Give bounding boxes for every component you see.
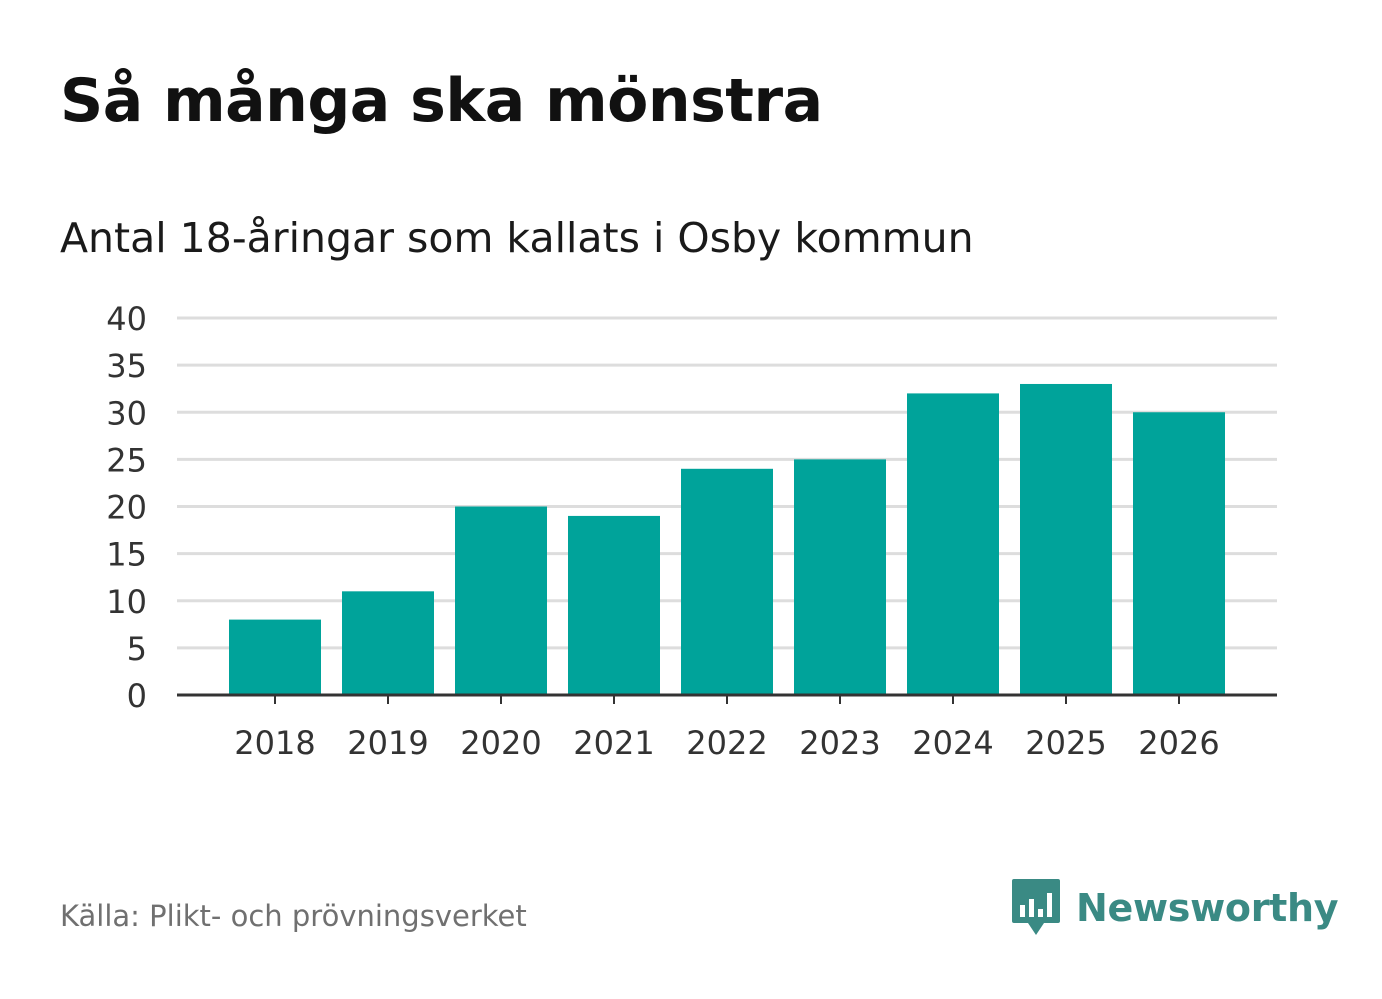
brand-logo: Newsworthy bbox=[1010, 876, 1339, 940]
x-tick-label: 2018 bbox=[234, 724, 315, 762]
x-tick-label: 2026 bbox=[1138, 724, 1219, 762]
x-tick-label: 2020 bbox=[460, 724, 541, 762]
bars bbox=[229, 383, 1225, 695]
x-tick-label: 2025 bbox=[1025, 724, 1106, 762]
y-tick-label: 5 bbox=[127, 630, 147, 668]
bar bbox=[1133, 412, 1225, 695]
y-tick-label: 0 bbox=[127, 677, 147, 715]
y-tick-label: 35 bbox=[106, 347, 147, 385]
bar bbox=[229, 619, 321, 695]
chart-title: Så många ska mönstra bbox=[60, 66, 823, 136]
x-tick-label: 2024 bbox=[912, 724, 993, 762]
x-tick-label: 2021 bbox=[573, 724, 654, 762]
y-tick-label: 20 bbox=[106, 489, 147, 527]
bar bbox=[455, 506, 547, 695]
chart-subtitle: Antal 18-åringar som kallats i Osby komm… bbox=[60, 214, 974, 262]
y-tick-label: 25 bbox=[106, 441, 147, 479]
y-tick-label: 15 bbox=[106, 536, 147, 574]
x-tick-label: 2022 bbox=[686, 724, 767, 762]
y-tick-label: 10 bbox=[106, 583, 147, 621]
x-tick-label: 2019 bbox=[347, 724, 428, 762]
y-tick-label: 30 bbox=[106, 394, 147, 432]
bar bbox=[907, 393, 999, 695]
source-note: Källa: Plikt- och prövningsverket bbox=[60, 899, 527, 933]
bar bbox=[1020, 383, 1112, 695]
bar-chart-speech-bubble-icon bbox=[1012, 879, 1060, 935]
bar bbox=[568, 515, 660, 695]
brand-name: Newsworthy bbox=[1076, 886, 1339, 930]
bar bbox=[342, 591, 434, 695]
bar bbox=[794, 459, 886, 695]
bar bbox=[681, 468, 773, 695]
y-tick-label: 40 bbox=[106, 300, 147, 338]
x-tick-label: 2023 bbox=[799, 724, 880, 762]
